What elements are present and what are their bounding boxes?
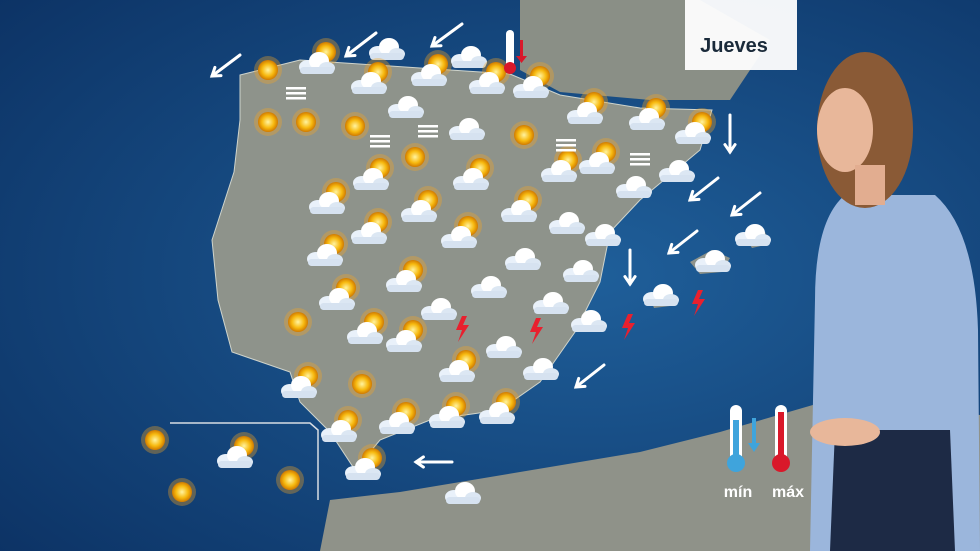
fog-icon <box>630 158 650 161</box>
face <box>817 88 873 172</box>
wind-arrow-head <box>343 45 357 58</box>
sun-icon <box>284 308 312 336</box>
fog-icon <box>418 130 438 133</box>
fog-icon <box>418 125 438 128</box>
sun-icon <box>141 426 169 454</box>
sun-icon <box>254 56 282 84</box>
fog-icon <box>556 149 576 152</box>
wind-arrow-head <box>666 242 680 255</box>
wind-arrow-head <box>209 65 223 78</box>
wind-arrow <box>688 176 720 202</box>
day-panel <box>685 0 797 70</box>
fog-icon <box>370 145 390 148</box>
wind-arrow-head <box>623 275 637 287</box>
jeans <box>830 430 955 551</box>
storm-icon <box>530 318 543 344</box>
day-label: Jueves <box>700 35 768 57</box>
thermometer-map-bulb <box>504 62 516 74</box>
thermometer-min-bulb <box>727 454 745 472</box>
thermometer-max-fill <box>778 412 784 460</box>
wind-arrow <box>430 22 464 48</box>
fog-icon <box>370 135 390 138</box>
hand <box>810 418 880 446</box>
sun-icon <box>341 112 369 140</box>
sun-icon <box>292 108 320 136</box>
wind-arrow-head <box>729 204 743 217</box>
thermometer-max-bulb <box>772 454 790 472</box>
fog-icon <box>556 139 576 142</box>
thermometer-min-fill <box>733 420 739 460</box>
wind-arrow-head <box>429 36 443 48</box>
storm-icon <box>692 290 705 316</box>
wind-arrow <box>667 229 699 255</box>
fog-icon <box>630 163 650 166</box>
fog-icon <box>286 97 306 100</box>
arrow-down <box>748 418 760 452</box>
fog-icon <box>286 92 306 95</box>
fog-icon <box>418 135 438 138</box>
thermometer-legend: mín máx <box>724 405 804 501</box>
wind-arrow-head <box>573 376 587 389</box>
thermometer-map <box>504 30 527 74</box>
fog-icon <box>286 87 306 90</box>
canary-frame <box>170 422 319 500</box>
wind-arrow <box>730 191 762 217</box>
weather-icons <box>141 22 771 506</box>
wind-arrow-head <box>687 189 701 202</box>
sun-icon <box>168 478 196 506</box>
wind-arrow <box>210 53 242 78</box>
wind-arrow-head <box>723 143 737 155</box>
legend-max: máx <box>772 484 804 501</box>
wind-arrow-head <box>413 455 425 469</box>
fog-icon <box>556 144 576 147</box>
storm-icon <box>622 314 635 340</box>
neck <box>855 165 885 205</box>
wind-arrow <box>574 363 606 389</box>
thermometer-map-tube <box>506 30 514 68</box>
sun-icon <box>254 108 282 136</box>
sun-icon <box>510 121 538 149</box>
legend-min: mín <box>724 484 752 501</box>
storm-icon <box>456 316 469 342</box>
arrow-down-red <box>516 40 527 63</box>
fog-icon <box>630 153 650 156</box>
presenter <box>810 52 980 551</box>
sun-icon <box>276 466 304 494</box>
fog-icon <box>370 140 390 143</box>
sun-icon <box>348 370 376 398</box>
wind-arrow <box>344 31 378 58</box>
sun-icon <box>401 143 429 171</box>
